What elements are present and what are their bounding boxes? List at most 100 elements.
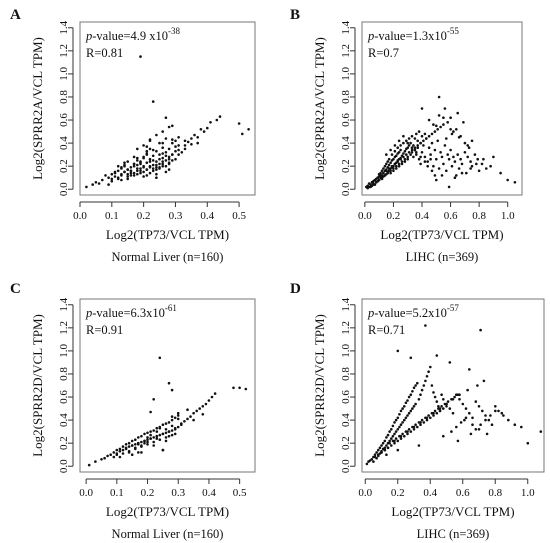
data-point	[406, 155, 410, 159]
x-axis-label: Log2(TP73/VCL TPM)	[106, 227, 229, 242]
data-point	[134, 446, 137, 450]
data-point	[171, 124, 174, 128]
data-point	[462, 121, 465, 124]
data-point	[457, 167, 461, 170]
data-point	[161, 162, 164, 166]
x-tick-label: 0.6	[444, 210, 458, 222]
data-point	[183, 420, 186, 423]
x-tick-label: 0.1	[105, 210, 119, 222]
data-point	[419, 155, 422, 159]
data-point	[385, 436, 388, 439]
data-point	[152, 398, 155, 401]
data-point	[432, 411, 435, 415]
data-point	[148, 147, 152, 151]
data-point	[466, 144, 470, 147]
plot-frame	[79, 298, 256, 473]
data-point	[465, 171, 468, 175]
data-point	[372, 460, 375, 463]
data-point	[170, 424, 174, 428]
data-point	[118, 447, 122, 451]
data-point	[155, 160, 158, 163]
data-point	[460, 162, 464, 166]
data-point	[142, 144, 145, 147]
data-point	[137, 451, 140, 454]
data-point	[171, 159, 174, 162]
x-tick-label: 0.3	[171, 487, 185, 499]
data-point	[476, 157, 480, 161]
x-tick-label: 1.0	[501, 210, 515, 222]
data-point	[399, 144, 402, 147]
data-point	[443, 144, 447, 147]
data-point	[383, 164, 387, 168]
data-point	[149, 410, 152, 414]
data-point	[433, 174, 437, 177]
data-point	[383, 448, 387, 452]
y-tick-label: 0.2	[340, 159, 352, 173]
data-point	[398, 425, 401, 429]
data-point	[487, 418, 491, 422]
data-point	[123, 170, 126, 174]
y-tick-label: 1.2	[58, 321, 70, 335]
data-point	[369, 185, 372, 189]
data-point	[104, 174, 107, 177]
data-point	[393, 144, 397, 147]
data-point	[177, 144, 180, 147]
data-point	[116, 164, 120, 168]
x-axis-label: Log2(TP73/VCL TPM)	[391, 504, 514, 519]
data-point	[402, 152, 405, 155]
data-point	[149, 430, 152, 433]
x-tick-label: 0.4	[200, 210, 214, 222]
data-point	[470, 164, 474, 168]
data-point	[136, 159, 139, 162]
data-point	[396, 146, 400, 149]
y-tick-label: 1.2	[340, 321, 352, 335]
data-point	[407, 428, 411, 431]
data-point	[142, 166, 145, 169]
data-point	[539, 430, 543, 433]
data-point	[176, 417, 180, 421]
data-point	[442, 434, 445, 438]
data-point	[139, 161, 142, 164]
data-point	[397, 151, 401, 154]
data-point	[435, 124, 438, 128]
data-point	[403, 149, 407, 153]
data-point	[186, 408, 189, 412]
data-point	[397, 139, 401, 143]
r-value-annotation: R=0.91	[86, 323, 123, 337]
data-point	[442, 162, 445, 166]
data-point	[196, 141, 199, 145]
data-point	[406, 157, 410, 161]
data-point	[423, 132, 427, 136]
y-tick-label: 0.8	[58, 367, 70, 381]
p-value-annotation: p-value=5.2x10-57	[367, 303, 459, 320]
y-tick-label: 0.6	[58, 390, 70, 404]
x-tick-label: 0.1	[110, 487, 124, 499]
data-point	[439, 125, 442, 129]
y-axis-label: Log2(SPRR2A/VCL TPM)	[30, 37, 45, 180]
data-point	[442, 123, 445, 126]
data-point	[137, 443, 140, 446]
data-point	[399, 434, 403, 438]
data-point	[443, 107, 447, 110]
data-point	[460, 171, 464, 175]
data-point	[420, 151, 424, 154]
data-point	[170, 388, 174, 392]
data-point	[387, 167, 391, 170]
data-point	[112, 455, 116, 459]
data-point	[400, 160, 404, 163]
panel-caption: LIHC (n=369)	[406, 250, 479, 264]
y-tick-label: 0.0	[340, 459, 352, 473]
data-point	[143, 441, 146, 445]
data-point	[129, 174, 133, 177]
data-point	[201, 405, 205, 408]
data-point	[177, 136, 180, 139]
data-point	[385, 453, 388, 457]
data-point	[183, 147, 187, 151]
data-point	[375, 451, 378, 454]
scatter-points	[365, 95, 517, 190]
y-tick-label: 0.4	[58, 136, 70, 150]
y-tick-label: 0.8	[340, 90, 352, 104]
data-point	[161, 152, 164, 155]
data-point	[126, 177, 129, 181]
data-point	[407, 411, 411, 415]
